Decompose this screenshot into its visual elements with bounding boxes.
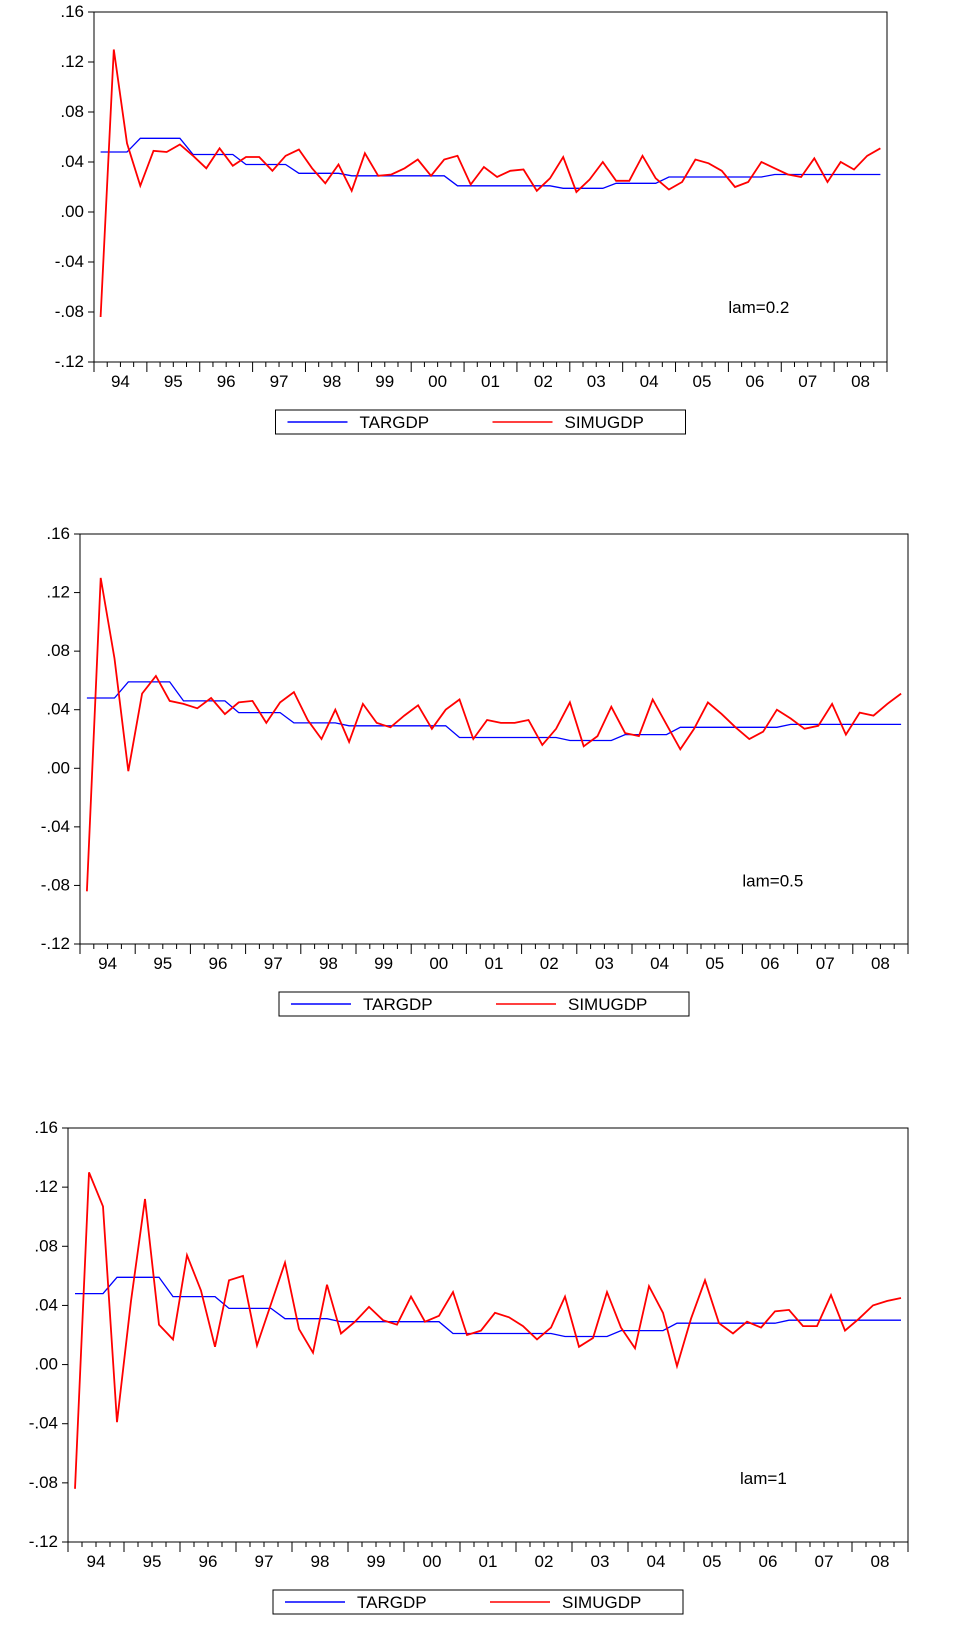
x-tick-label: 07 (815, 1552, 834, 1571)
x-tick-label: 99 (375, 372, 394, 391)
simugdp-legend-label: SIMUGDP (562, 1593, 641, 1612)
y-tick-label: .00 (60, 202, 84, 221)
y-tick-label: .16 (46, 525, 70, 543)
x-tick-label: 01 (485, 954, 504, 973)
y-tick-label: -.08 (29, 1473, 58, 1492)
x-tick-label: 97 (270, 372, 289, 391)
line-chart-svg: .16 .12 .08 .04 .00 -.04 -.08 -.12 94 95 96 97 98 99 0… (55, 2, 888, 435)
simugdp-legend-label: SIMUGDP (565, 413, 644, 432)
x-tick-label: 05 (693, 372, 712, 391)
targdp-series-line (75, 1276, 901, 1338)
x-tick-label: 02 (534, 372, 553, 391)
y-tick-label: .04 (60, 152, 84, 171)
x-tick-label: 04 (640, 372, 659, 391)
x-tick-label: 01 (479, 1552, 498, 1571)
chart-panel-lam-0-2: .16 .12 .08 .04 .00 -.04 -.08 -.12 94 95 96 97 98 99 0… (0, 0, 958, 470)
chart-panel-lam-1: .16 .12 .08 .04 .00 -.04 -.08 -.12 94 95 96 97 98 99 0… (0, 1118, 958, 1647)
y-tick-label: -.04 (29, 1414, 58, 1433)
x-tick-label: 05 (705, 954, 724, 973)
y-tick-label: .00 (34, 1355, 58, 1374)
targdp-legend-label: TARGDP (357, 1593, 427, 1612)
lam-annotation: lam=1 (740, 1469, 787, 1488)
x-tick-label: 02 (535, 1552, 554, 1571)
x-tick-label: 04 (650, 954, 669, 973)
y-tick-label: .12 (60, 52, 84, 71)
x-tick-label: 06 (745, 372, 764, 391)
y-tick-label: .08 (60, 102, 84, 121)
y-tick-label: .16 (60, 2, 84, 21)
x-tick-label: 95 (153, 954, 172, 973)
x-tick-label: 06 (759, 1552, 778, 1571)
y-tick-label: -.08 (55, 302, 84, 321)
x-tick-label: 98 (311, 1552, 330, 1571)
y-tick-label: .12 (34, 1177, 58, 1196)
lam-annotation: lam=0.5 (742, 872, 803, 891)
x-tick-label: 08 (851, 372, 870, 391)
y-tick-label: -.04 (41, 817, 70, 836)
targdp-legend-label: TARGDP (360, 413, 430, 432)
x-tick-label: 99 (367, 1552, 386, 1571)
x-tick-label: 02 (540, 954, 559, 973)
y-tick-label: -.08 (41, 875, 70, 894)
x-tick-label: 03 (587, 372, 606, 391)
x-tick-label: 98 (319, 954, 338, 973)
y-tick-label: .04 (34, 1295, 58, 1314)
y-tick-label: .04 (46, 700, 70, 719)
x-tick-label: 00 (423, 1552, 442, 1571)
x-tick-label: 00 (429, 954, 448, 973)
y-tick-label: .08 (34, 1236, 58, 1255)
x-tick-label: 94 (98, 954, 117, 973)
x-tick-label: 94 (111, 372, 130, 391)
lam-annotation: lam=0.2 (728, 298, 789, 317)
targdp-legend-label: TARGDP (363, 995, 433, 1014)
y-tick-label: -.12 (41, 934, 70, 953)
x-tick-label: 94 (87, 1552, 106, 1571)
x-tick-label: 97 (264, 954, 283, 973)
x-tick-label: 97 (255, 1552, 274, 1571)
simugdp-series-line (99, 49, 881, 318)
x-tick-label: 08 (871, 954, 890, 973)
y-tick-label: .08 (46, 641, 70, 660)
targdp-series-line (100, 137, 881, 189)
x-tick-label: 03 (591, 1552, 610, 1571)
x-tick-label: 06 (761, 954, 780, 973)
x-tick-label: 99 (374, 954, 393, 973)
chart-panel-lam-0-5: .16 .12 .08 .04 .00 -.04 -.08 -.12 94 95 96 97 98 99 0… (0, 524, 958, 1065)
line-chart-svg: .16 .12 .08 .04 .00 -.04 -.08 -.12 94 95 96 97 98 99 0… (41, 524, 909, 1017)
x-tick-label: 00 (428, 372, 447, 391)
simugdp-series-line (74, 1172, 902, 1489)
x-tick-label: 01 (481, 372, 500, 391)
y-tick-label: .16 (34, 1120, 58, 1137)
x-tick-label: 07 (816, 954, 835, 973)
simugdp-series-line (86, 577, 902, 892)
y-tick-label: .12 (46, 583, 70, 602)
x-tick-label: 96 (217, 372, 236, 391)
line-chart-svg: .16 .12 .08 .04 .00 -.04 -.08 -.12 94 95 96 97 98 99 0… (29, 1118, 909, 1615)
simugdp-legend-label: SIMUGDP (568, 995, 647, 1014)
x-tick-label: 98 (322, 372, 341, 391)
x-tick-label: 96 (199, 1552, 218, 1571)
x-tick-label: 05 (703, 1552, 722, 1571)
x-tick-label: 95 (143, 1552, 162, 1571)
y-tick-label: .00 (46, 758, 70, 777)
x-tick-label: 96 (209, 954, 228, 973)
x-tick-label: 03 (595, 954, 614, 973)
y-tick-label: -.12 (55, 352, 84, 371)
x-tick-label: 95 (164, 372, 183, 391)
y-tick-label: -.12 (29, 1532, 58, 1551)
x-tick-label: 08 (871, 1552, 890, 1571)
x-tick-label: 04 (647, 1552, 666, 1571)
x-tick-label: 07 (798, 372, 817, 391)
y-tick-label: -.04 (55, 252, 84, 271)
